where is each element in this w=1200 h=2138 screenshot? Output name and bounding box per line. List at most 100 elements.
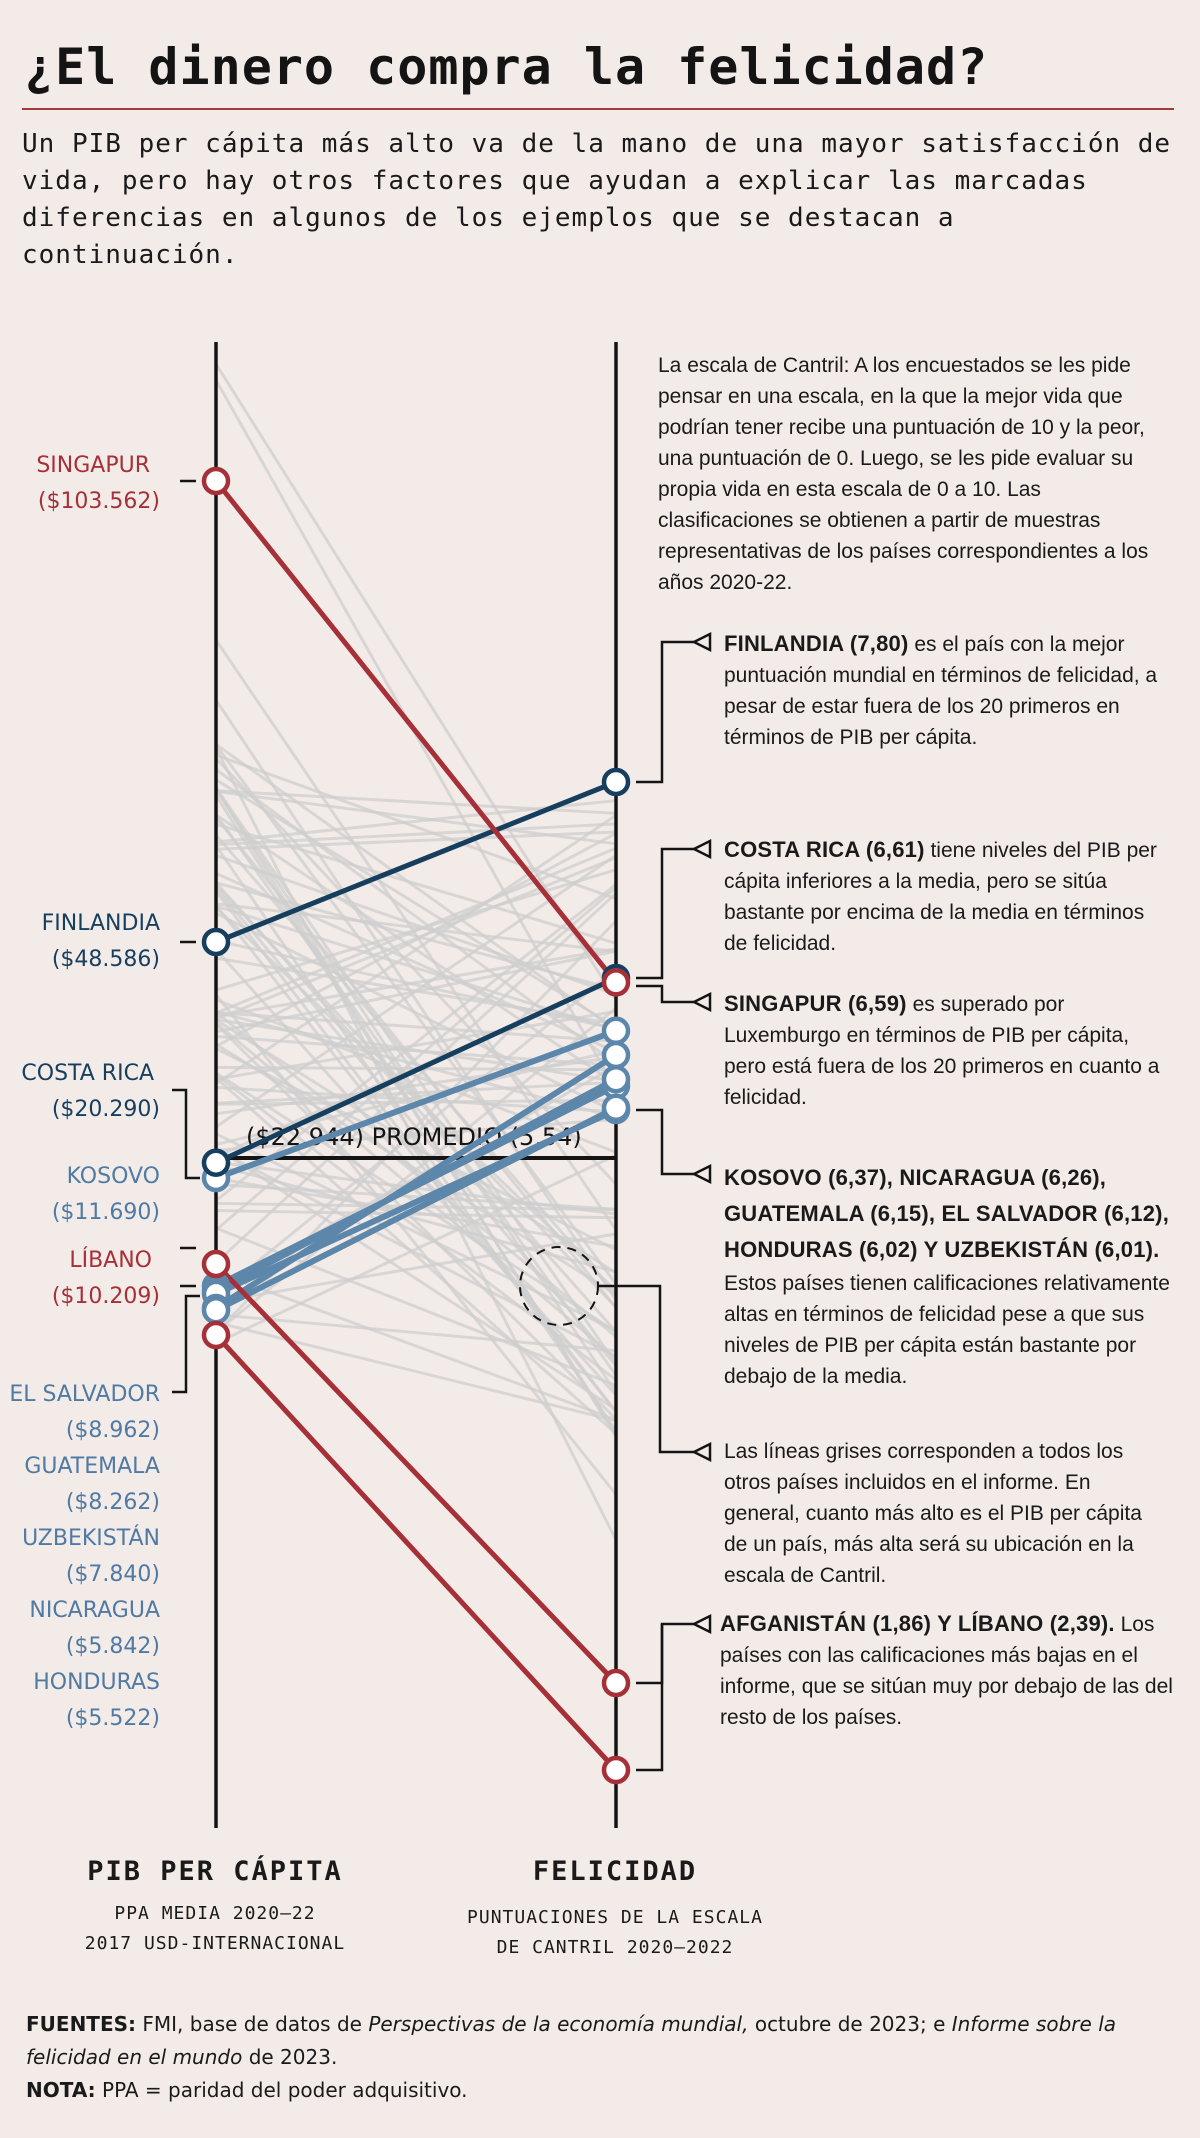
gray-country-line [215, 1320, 617, 1423]
line-afganistan [214, 1333, 618, 1772]
gray-country-line [215, 968, 617, 1297]
right-axis-title: FELICIDAD [532, 1856, 698, 1887]
dot-singapur-right [601, 968, 631, 997]
line-nicaragua [214, 1052, 618, 1311]
gray-country-line [214, 639, 618, 1231]
note-low: AFGANISTÁN (1,86) Y LÍBANO (2,39). Los p… [720, 1608, 1180, 1733]
dot-finlandia-left [201, 927, 231, 957]
gray-country-line [214, 747, 618, 1541]
sources-italic-b: Informe sobre la felicidad en el mundo [26, 2012, 1117, 2069]
gray-country-line [215, 743, 617, 1032]
gray-country-line [215, 831, 617, 1048]
gray-country-line [215, 1153, 617, 1345]
line-libano [214, 1262, 618, 1685]
gray-country-line [215, 1117, 617, 1152]
label-honduras-name: HONDURAS [33, 1670, 160, 1695]
line-honduras [214, 1105, 618, 1313]
gray-country-line [215, 1232, 617, 1304]
title-rule [22, 108, 1174, 110]
right-axis-sub1: PUNTUACIONES DE LA ESCALA [467, 1907, 763, 1928]
left-axis-sub1: PPA MEDIA 2020–22 [114, 1903, 316, 1924]
gray-country-line [214, 786, 618, 1365]
note-label: NOTA: [26, 2078, 96, 2102]
gray-country-line [215, 1073, 617, 1382]
label-uzbekistan-value: ($7.840) [66, 1562, 160, 1587]
connector-low-2 [636, 1624, 664, 1772]
label-costa-rica-value: ($20.290) [52, 1097, 160, 1122]
note-low-text: Los países con las calificaciones más ba… [720, 1613, 1173, 1729]
note-finlandia: FINLANDIA (7,80) es el país con la mejor… [724, 628, 1164, 753]
label-el-salvador-value: ($8.962) [66, 1418, 160, 1443]
label-honduras-value: ($5.522) [66, 1706, 160, 1731]
gray-country-line [215, 822, 617, 945]
note-costa-rica: COSTA RICA (6,61) tiene niveles del PIB … [724, 834, 1164, 959]
connector-gray [598, 1284, 694, 1454]
gray-country-line [215, 814, 617, 1086]
right-axis-sub2: DE CANTRIL 2020–2022 [496, 1937, 734, 1958]
gray-country-line [215, 1183, 617, 1211]
note-low-head: AFGANISTÁN (1,86) Y LÍBANO (2,39). [720, 1611, 1115, 1636]
gray-country-line [214, 363, 618, 1001]
label-kosovo-value: ($11.690) [52, 1200, 160, 1225]
connector-singapur [636, 984, 694, 1004]
note-singapur: SINGAPUR (6,59) es superado por Luxembur… [724, 988, 1164, 1113]
tick-group [172, 1294, 200, 1394]
sources: FUENTES: FMI, base de datos de Perspecti… [26, 2008, 1176, 2107]
gray-country-line [214, 844, 618, 1432]
gray-country-line [215, 1021, 617, 1360]
highlight-dots [201, 466, 631, 1785]
note-gray: Las líneas grises corresponden a todos l… [724, 1436, 1164, 1591]
gray-country-line [214, 788, 618, 1394]
gray-country-line [215, 1049, 617, 1146]
dot-libano-left [201, 1249, 231, 1279]
note-costa-rica-text: tiene niveles del PIB per cápita inferio… [724, 839, 1157, 955]
gray-country-line [215, 947, 617, 1018]
note-singapur-text: es superado por Luxemburgo en términos d… [724, 993, 1160, 1109]
dot-singapur-left [201, 466, 231, 496]
note-finlandia-head: FINLANDIA (7,80) [724, 631, 909, 656]
connector-costa-rica [636, 847, 694, 980]
gray-country-line [215, 1076, 617, 1435]
label-finlandia-value: ($48.586) [52, 947, 160, 972]
note-group: KOSOVO (6,37), NICARAGUA (6,26), GUATEMA… [724, 1160, 1184, 1392]
left-axis-title: PIB PER CÁPITA [87, 1856, 343, 1887]
note-finlandia-text: es el país con la mejor puntuación mundi… [724, 633, 1158, 749]
label-nicaragua-value: ($5.842) [66, 1634, 160, 1659]
label-costa-rica-name: COSTA RICA [21, 1061, 154, 1086]
gray-country-line [215, 886, 617, 1232]
label-guatemala-name: GUATEMALA [24, 1454, 160, 1479]
gray-country-line [214, 699, 618, 1301]
label-uzbekistan-name: UZBEKISTÁN [22, 1525, 160, 1551]
line-guatemala [214, 1076, 618, 1294]
sources-text-a: FMI, base de datos de [142, 2012, 362, 2036]
arrow-low [691, 1613, 712, 1635]
note-group-text: Estos países tienen calificaciones relat… [724, 1272, 1170, 1388]
arrow-finlandia [691, 631, 712, 653]
label-finlandia-name: FINLANDIA [42, 911, 160, 936]
connector-low-1 [636, 1622, 694, 1685]
tick-costa-rica [172, 1088, 200, 1180]
dot-guatemala-right [601, 1064, 631, 1094]
sources-label: FUENTES: [26, 2012, 137, 2036]
gray-country-line [215, 1011, 617, 1043]
label-el-salvador-name: EL SALVADOR [9, 1382, 160, 1407]
gray-country-line [214, 1023, 618, 1420]
dot-afganistan-left [201, 1320, 231, 1350]
gray-country-line [215, 846, 617, 1015]
label-kosovo-name: KOSOVO [67, 1164, 160, 1189]
callout-arrows [691, 631, 712, 1635]
dot-honduras-right [601, 1093, 631, 1123]
note-text: PPA = paridad del poder adquisitivo. [102, 2078, 468, 2102]
label-singapur-name: SINGAPUR [36, 453, 150, 478]
dot-finlandia-right [601, 767, 631, 797]
label-singapur-value: ($103.562) [38, 489, 160, 514]
highlight-lines [214, 479, 618, 1772]
line-singapur [214, 479, 618, 984]
gray-country-line [215, 1313, 617, 1353]
gray-country-line [215, 778, 617, 1029]
arrow-group [691, 1163, 712, 1185]
label-guatemala-value: ($8.262) [66, 1490, 160, 1515]
dot-honduras-left [201, 1295, 231, 1325]
gray-country-line [215, 1132, 617, 1333]
